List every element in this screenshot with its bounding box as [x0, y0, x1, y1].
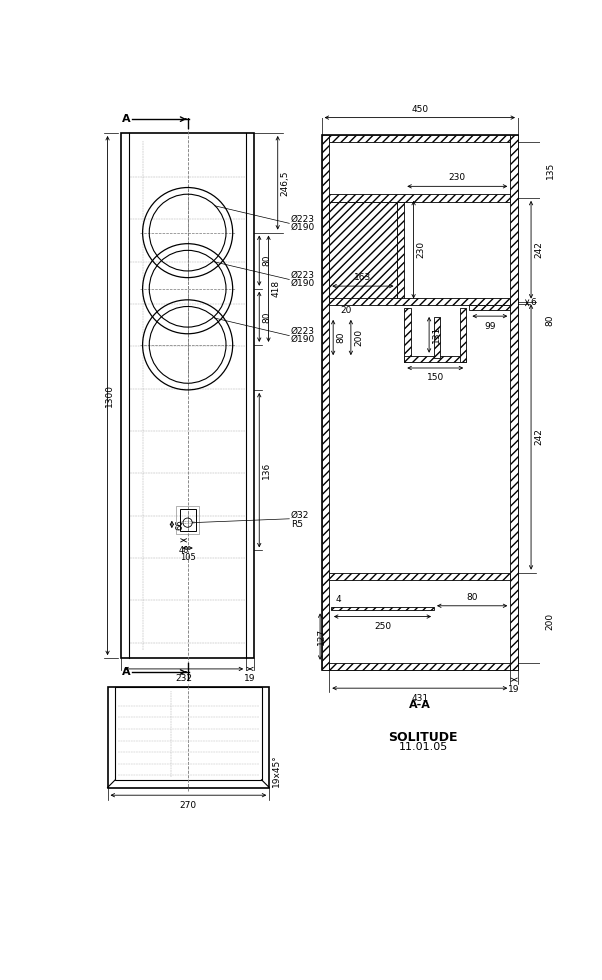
- Bar: [329, 202, 397, 302]
- Text: 4: 4: [336, 595, 341, 605]
- Text: Ø223: Ø223: [291, 327, 315, 336]
- Text: 80: 80: [262, 255, 272, 267]
- Text: 131: 131: [432, 326, 441, 343]
- Bar: [321, 134, 329, 670]
- Bar: [329, 572, 510, 580]
- Bar: [115, 687, 261, 780]
- Bar: [331, 608, 434, 611]
- Bar: [405, 308, 411, 362]
- Text: A-A: A-A: [409, 700, 430, 710]
- Bar: [510, 134, 518, 670]
- Text: Ø32: Ø32: [291, 511, 309, 519]
- Text: 246,5: 246,5: [281, 171, 290, 196]
- Text: 19: 19: [244, 674, 256, 683]
- Bar: [108, 687, 269, 788]
- Text: Ø190: Ø190: [291, 279, 315, 288]
- Text: 230: 230: [417, 241, 426, 259]
- Text: 418: 418: [272, 280, 281, 297]
- Text: 150: 150: [427, 373, 444, 382]
- Text: 80: 80: [337, 332, 345, 343]
- Text: 19x45°: 19x45°: [272, 755, 281, 787]
- Text: 40: 40: [178, 546, 189, 555]
- Text: 200: 200: [354, 329, 363, 346]
- Text: 6: 6: [530, 298, 536, 308]
- Text: 135: 135: [545, 162, 554, 178]
- Text: 450: 450: [411, 105, 429, 114]
- Text: 163: 163: [355, 273, 371, 282]
- Text: Ø190: Ø190: [291, 222, 315, 231]
- Bar: [122, 133, 254, 659]
- Text: 200: 200: [545, 612, 554, 630]
- Text: 11.01.05: 11.01.05: [399, 743, 448, 753]
- Bar: [329, 194, 510, 202]
- Bar: [460, 308, 466, 362]
- Text: 136: 136: [262, 462, 272, 479]
- Text: 431: 431: [411, 694, 429, 703]
- Text: 232: 232: [175, 674, 192, 683]
- Text: 242: 242: [534, 241, 543, 258]
- Text: 105: 105: [180, 554, 196, 563]
- Bar: [329, 134, 510, 142]
- Text: 20: 20: [340, 306, 352, 316]
- Text: 66: 66: [175, 519, 184, 530]
- Text: 1300: 1300: [105, 384, 113, 407]
- Bar: [176, 506, 199, 534]
- Text: 270: 270: [180, 801, 197, 809]
- Bar: [405, 356, 466, 362]
- Text: 19: 19: [508, 685, 520, 694]
- Bar: [434, 317, 441, 358]
- Text: Ø223: Ø223: [291, 215, 315, 224]
- Text: Ø190: Ø190: [291, 335, 315, 344]
- Text: 99: 99: [484, 321, 495, 330]
- Bar: [179, 509, 196, 531]
- Text: 80: 80: [467, 593, 478, 602]
- Bar: [329, 662, 510, 670]
- Text: A: A: [122, 667, 131, 677]
- Bar: [397, 202, 405, 302]
- Text: SOLITUDE: SOLITUDE: [388, 731, 458, 744]
- Text: Ø223: Ø223: [291, 271, 315, 280]
- Text: 80: 80: [545, 315, 554, 326]
- Bar: [321, 134, 518, 670]
- Bar: [329, 298, 510, 306]
- Text: 250: 250: [374, 622, 391, 631]
- Text: A: A: [122, 114, 131, 124]
- Text: 230: 230: [448, 173, 466, 182]
- Text: 242: 242: [534, 428, 543, 446]
- Text: R5: R5: [291, 520, 303, 529]
- Text: 80: 80: [262, 311, 272, 322]
- Bar: [470, 306, 510, 310]
- Text: 127: 127: [317, 628, 326, 645]
